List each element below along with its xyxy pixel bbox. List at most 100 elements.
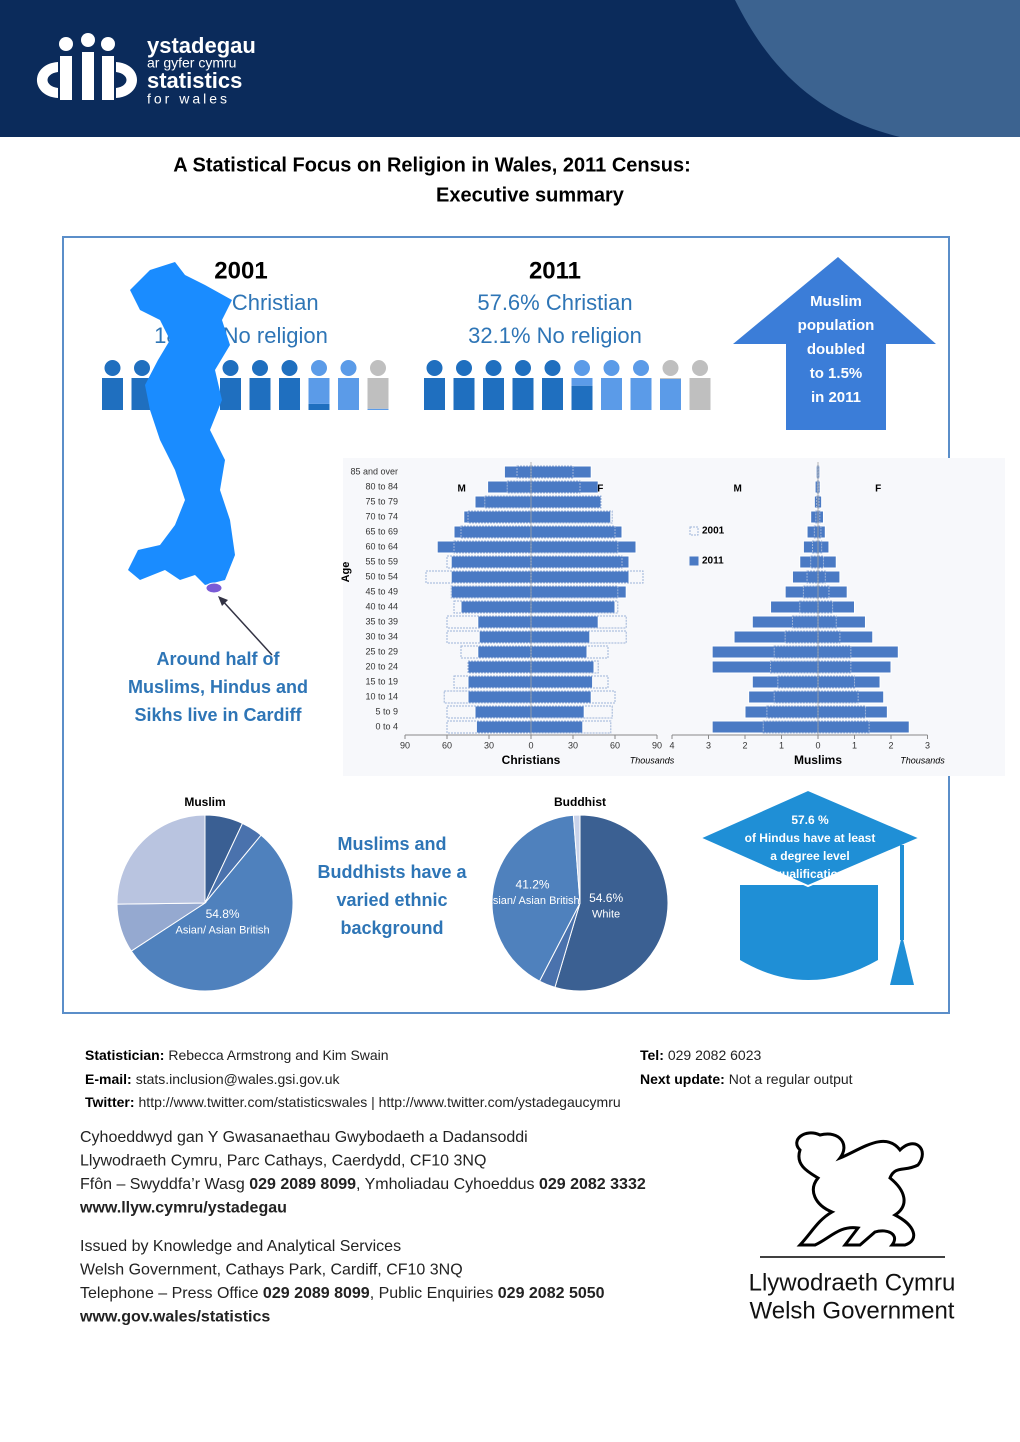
callout-line: to 1.5% <box>810 365 863 382</box>
footer-field: Statistician: Rebecca Armstrong and Kim S… <box>85 1047 389 1063</box>
pie-title: Muslim <box>184 795 225 809</box>
pyramid-bar <box>530 675 594 689</box>
age-label: 80 to 84 <box>365 481 398 491</box>
pyramid-bar <box>467 690 532 704</box>
footer: Statistician: Rebecca Armstrong and Kim S… <box>85 1047 853 1110</box>
publisher-line: www.gov.wales/statistics <box>79 1309 270 1326</box>
pyramid-bar <box>530 540 637 554</box>
pyramid-bar <box>530 480 599 494</box>
pyramid-bar <box>751 675 819 689</box>
logo-mark <box>37 33 137 100</box>
pyramid-bar <box>503 465 532 479</box>
pyramid-bar <box>817 630 874 644</box>
legend-label: 2001 <box>702 526 725 537</box>
pyramid-bar <box>817 645 899 659</box>
person-icon-head <box>574 360 590 376</box>
person-icon-part <box>512 378 534 410</box>
legend-swatch <box>689 556 699 566</box>
age-label: 50 to 54 <box>365 571 398 581</box>
x-tick-label: 3 <box>925 740 930 750</box>
pyramid-bar <box>530 510 612 524</box>
age-label: 5 to 9 <box>375 706 398 716</box>
age-label: 40 to 44 <box>365 601 398 611</box>
person-icon-part <box>220 378 241 410</box>
publisher-segment: www.gov.wales/statistics <box>79 1309 270 1326</box>
field-label: Twitter: <box>85 1094 135 1110</box>
pyramid-bar <box>530 555 630 569</box>
side-label: F <box>597 484 603 495</box>
pyramid-bar <box>815 510 819 524</box>
footer-field: E-mail: stats.inclusion@wales.gsi.gov.uk <box>85 1071 341 1087</box>
age-label: 85 and over <box>350 466 398 476</box>
x-tick-label: 2 <box>742 740 747 750</box>
person-icon-head <box>603 360 620 376</box>
pyramid-bar <box>530 690 592 704</box>
x-tick-label: 30 <box>484 740 494 750</box>
field-value: stats.inclusion@wales.gsi.gov.uk <box>136 1071 341 1087</box>
up-arrow <box>733 257 936 430</box>
pyramid-bar <box>467 660 532 674</box>
pyramid-bar <box>817 570 841 584</box>
callout-line: in 2011 <box>811 389 861 406</box>
publisher-segment: Ffôn – Swyddfa’r Wasg <box>80 1176 249 1193</box>
pyramid-bar <box>751 615 819 629</box>
charts: 0 to 4 5 to 9 10 to 14 15 to 19 20 to 24 25 t… <box>116 462 945 992</box>
person-icon-part <box>367 378 389 409</box>
pyramid-bar <box>530 645 588 659</box>
age-label: 30 to 34 <box>365 631 398 641</box>
publisher-segment: Telephone – Press Office <box>80 1285 263 1302</box>
degree-line: a degree level <box>770 849 849 863</box>
person-icon-head <box>370 360 386 376</box>
pyramid-bar <box>817 525 822 539</box>
pyramid-bar <box>530 585 619 599</box>
age-label: 10 to 14 <box>365 691 398 701</box>
publisher-segment: 029 2089 8099 <box>263 1285 370 1302</box>
pyramid-bar <box>530 630 591 644</box>
pyramid-bar <box>453 525 532 539</box>
pyramid-bar <box>487 480 532 494</box>
pyramid-bar <box>530 525 623 539</box>
person-icon-part <box>453 378 475 410</box>
age-label: 55 to 59 <box>365 556 398 566</box>
pie-slice <box>491 814 581 982</box>
ethnic-caption: Muslims and Buddhists have a varied ethnic… <box>317 834 467 938</box>
pyramid-bar <box>467 675 532 689</box>
x-tick-label: 4 <box>669 740 674 750</box>
pyramid-bar <box>784 585 819 599</box>
logo-text: ystadegau <box>147 33 256 58</box>
age-label: 75 to 79 <box>365 496 398 506</box>
logo-text: ar gyfer cymru <box>147 55 236 71</box>
publisher-segment: www.llyw.cymru/ystadegau <box>79 1200 287 1217</box>
x-tick-label: 90 <box>652 740 662 750</box>
pyramid-bar <box>530 495 602 509</box>
x-axis-label: Christians <box>502 753 561 767</box>
legend-swatch <box>689 526 699 536</box>
degree-line: of Hindus have at least <box>745 831 876 845</box>
pyramid-bar <box>744 705 819 719</box>
field-value: http://www.twitter.com/statisticswales |… <box>139 1094 621 1110</box>
pyramid-bar <box>530 615 599 629</box>
unit-label: Thousands <box>630 755 675 765</box>
person-icon-head <box>104 360 121 376</box>
pyramid-bar <box>530 540 619 554</box>
footer-field: Tel: 029 2082 6023 <box>640 1047 762 1063</box>
header-curve <box>735 0 1020 137</box>
muslim-callout: Muslim population doubled to 1.5% in 2011 <box>798 293 875 406</box>
pyramid-bar <box>817 600 855 614</box>
pyramid-bar <box>450 555 532 569</box>
publisher-segment: 029 2089 8099 <box>249 1176 356 1193</box>
person-icon-head <box>692 360 708 376</box>
map-caption-line: Muslims, Hindus and <box>128 677 308 697</box>
map-caption-line: Sikhs live in Cardiff <box>134 705 302 725</box>
person-icon-head <box>633 360 649 376</box>
callout-line: doubled <box>807 341 865 358</box>
footer-field: Twitter: http://www.twitter.com/statistic… <box>85 1094 621 1110</box>
person-icon-head <box>426 360 443 376</box>
publisher-segment: , Public Enquiries <box>370 1285 498 1302</box>
pyramid-bar <box>530 720 584 734</box>
person-icon-part <box>660 378 681 379</box>
legend-label: 2011 <box>702 556 724 567</box>
pyramid-bar <box>817 510 824 524</box>
age-label: 15 to 19 <box>365 676 398 686</box>
pyramid-bar <box>806 525 819 539</box>
